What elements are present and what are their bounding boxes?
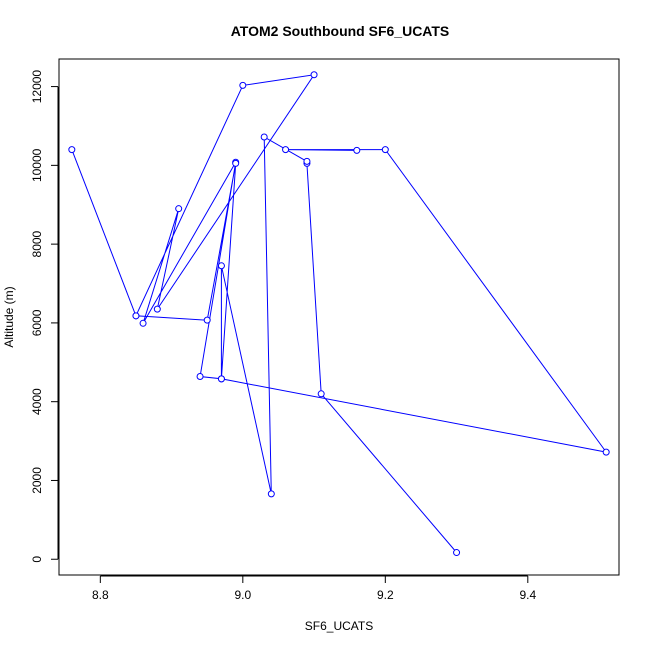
data-point [267,490,275,498]
data-point [217,375,225,383]
plot-area [58,58,620,576]
data-point [68,146,76,154]
x-tick-label: 8.8 [92,588,109,602]
y-axis-label: Altitude (m) [2,286,16,347]
data-point [317,390,325,398]
data-point [132,312,140,320]
data-point [381,146,389,154]
data-point [602,448,610,456]
series-line [71,74,608,553]
data-point [239,81,247,89]
data-point [139,319,147,327]
data-point [196,372,204,380]
series-points [68,71,610,557]
y-tick-label: 0 [30,556,44,563]
y-tick-label: 12000 [30,70,44,104]
y-tick-label: 4000 [30,388,44,415]
data-point [282,146,290,154]
data-point [260,133,268,141]
x-axis-label: SF6_UCATS [305,619,373,633]
chart-title: ATOM2 Southbound SF6_UCATS [231,23,450,39]
data-point [303,157,311,165]
data-point [353,146,361,154]
y-tick-label: 6000 [30,309,44,336]
y-axis: 0 2000 4000 6000 8000 10000 12000 [30,70,59,563]
data-point [310,71,318,79]
x-tick-label: 9.2 [377,588,394,602]
x-tick-label: 9.4 [519,588,536,602]
y-tick-label: 8000 [30,230,44,257]
data-point [203,316,211,324]
y-tick-label: 10000 [30,148,44,182]
data-point [232,159,240,167]
x-axis: 8.8 9.0 9.2 9.4 [92,575,536,602]
x-tick-label: 9.0 [234,588,251,602]
data-point [153,305,161,313]
data-point [217,262,225,270]
data-point [453,549,461,557]
y-tick-label: 2000 [30,467,44,494]
data-point [175,205,183,213]
